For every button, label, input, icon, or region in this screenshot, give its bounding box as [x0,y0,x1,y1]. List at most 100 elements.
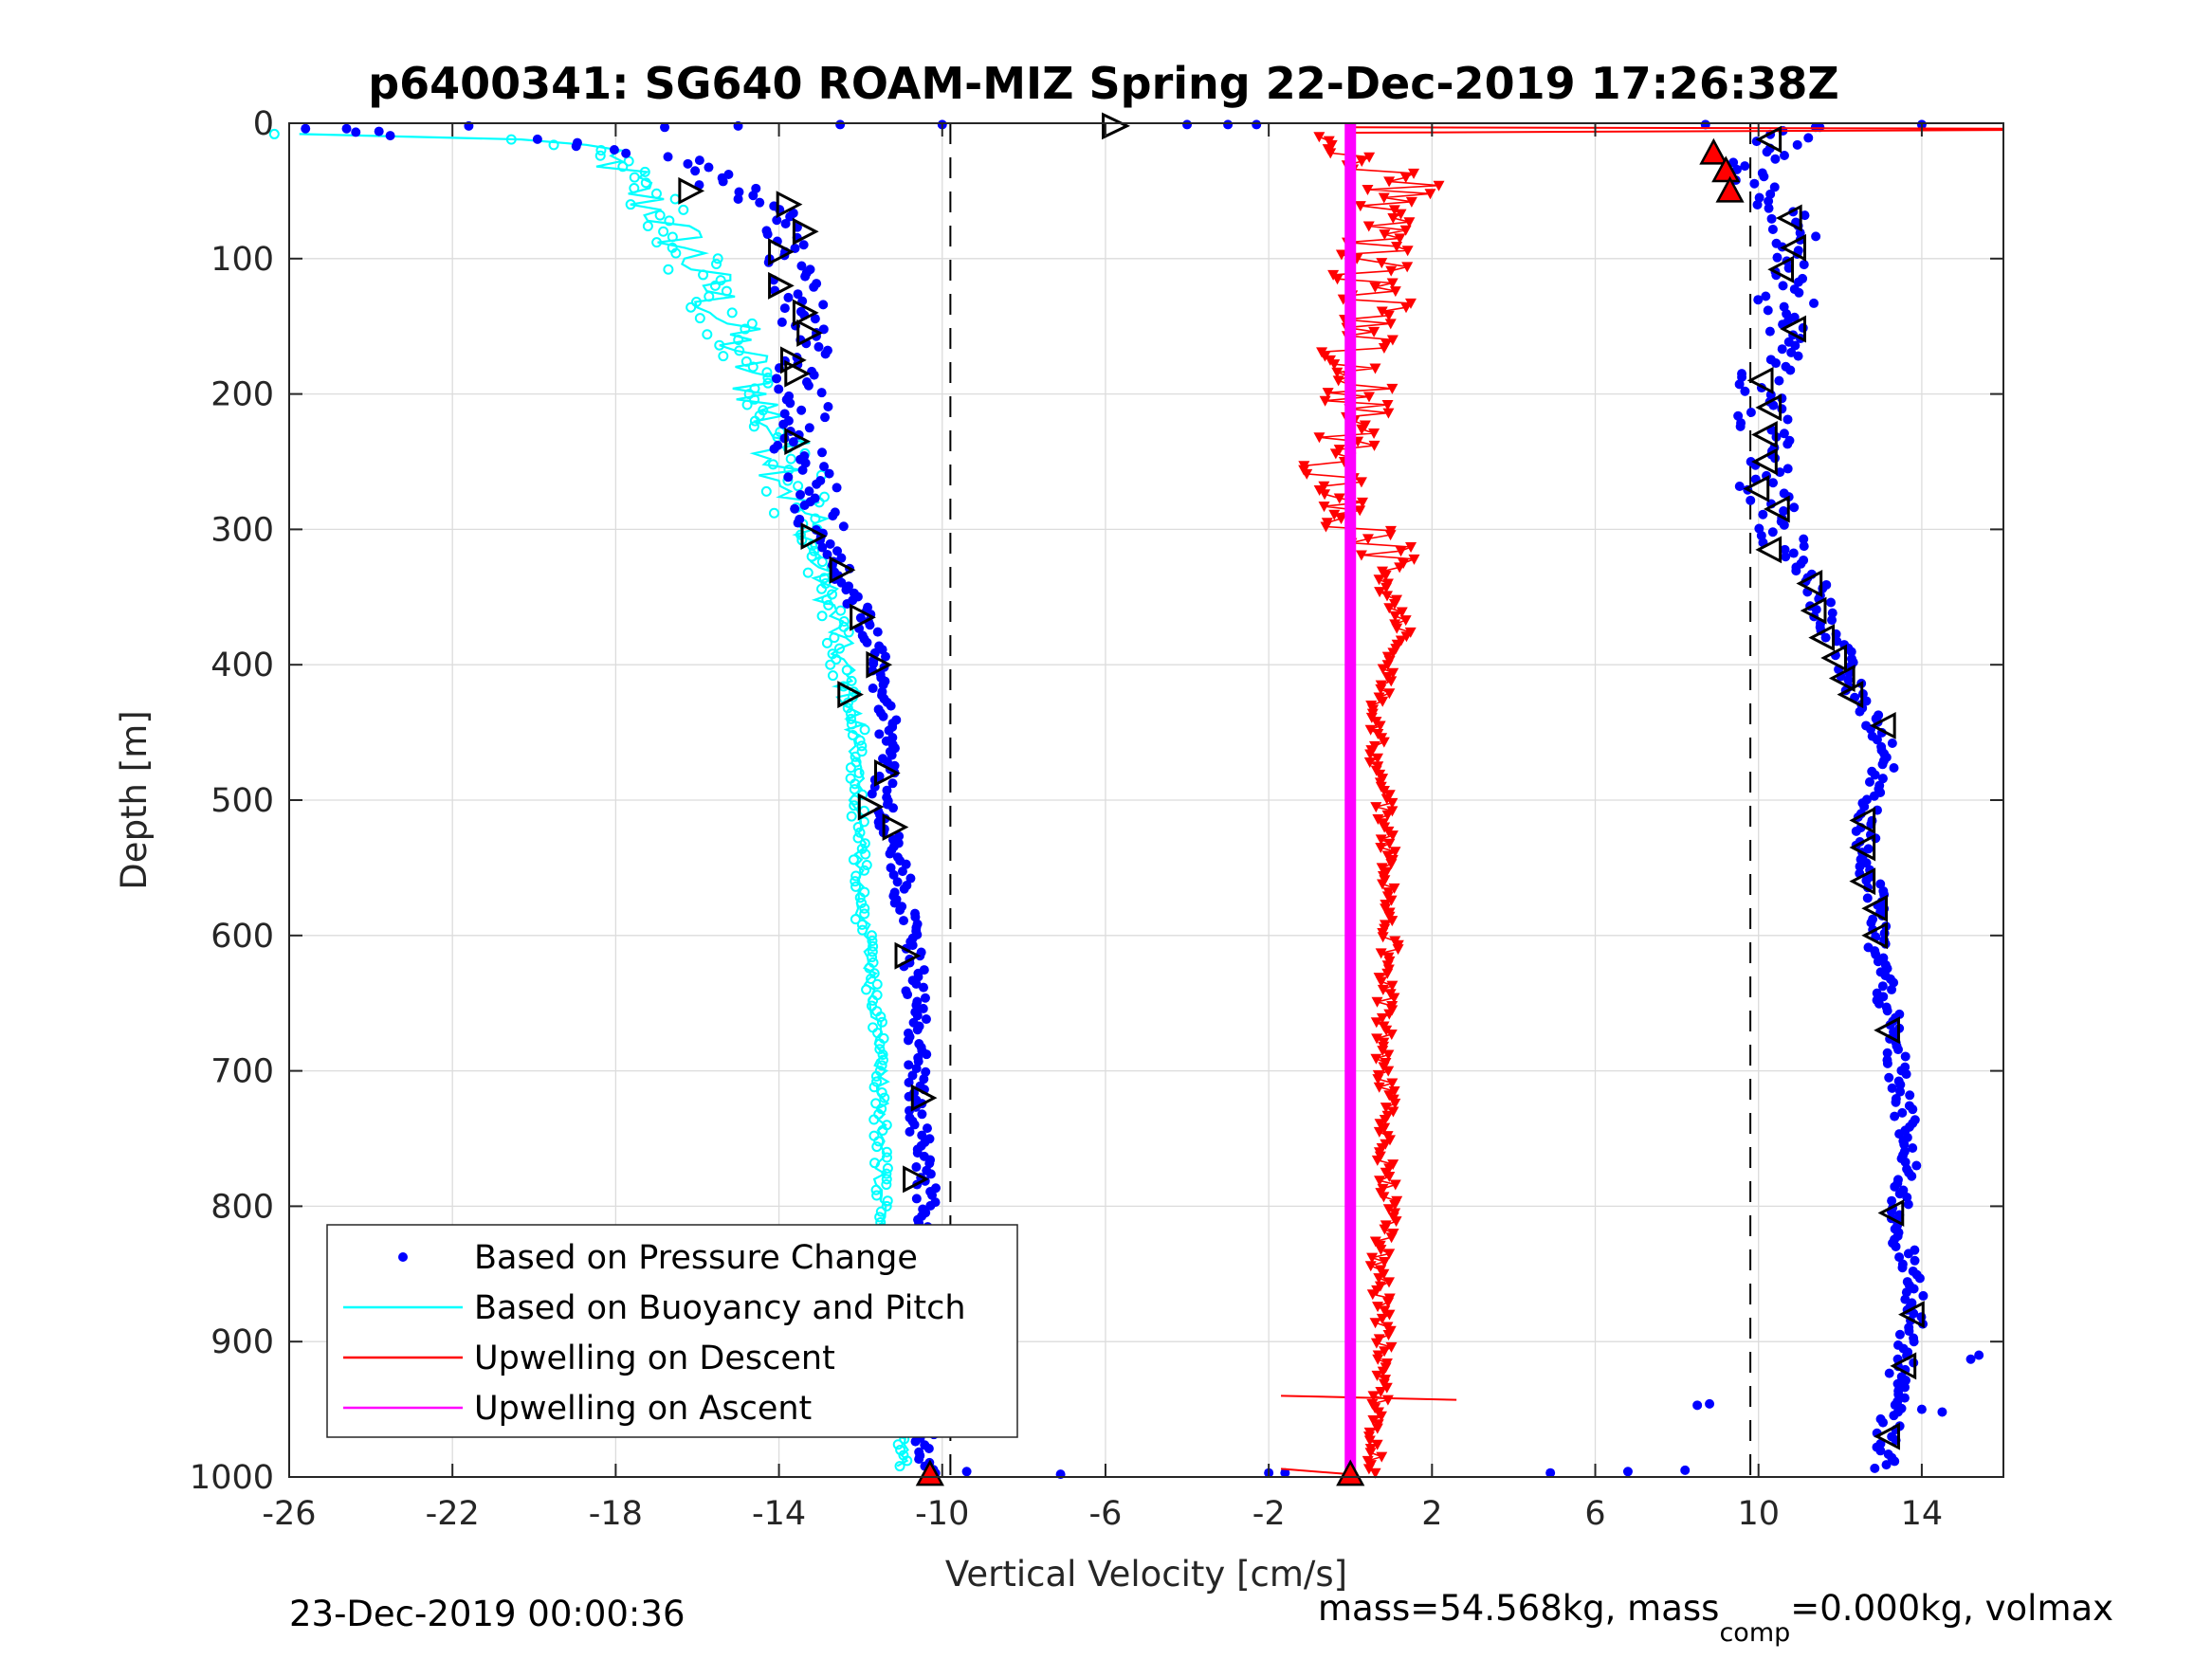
pressure-point-descent [796,405,807,415]
pressure-point-ascent [1799,260,1809,270]
upwelling-descent-marker [1391,241,1403,252]
ascent-marker [1861,921,1889,950]
upwelling-descent-marker [1369,363,1381,374]
buoyancy-pitch-point [654,210,666,221]
upwelling-descent-marker [1319,489,1331,501]
buoyancy-pitch-point [854,892,866,903]
footer-timestamp: 23-Dec-2019 00:00:36 [289,1594,685,1634]
pressure-point-descent [905,1126,915,1137]
upwelling-descent-marker [1382,1066,1395,1077]
pressure-point-ascent [1869,791,1879,801]
buoyancy-pitch-point [846,675,857,686]
x-tick-label: -6 [1088,1495,1122,1533]
pressure-point-outlier [1705,1398,1715,1409]
pressure-point-ascent [1907,1171,1917,1181]
pressure-point-descent [911,1194,922,1204]
buoyancy-pitch-point [867,936,878,947]
pressure-point-descent [817,542,828,553]
buoyancy-pitch-point [843,627,854,638]
upwelling-descent-marker [1375,976,1387,988]
pressure-point-ascent [1768,478,1779,488]
upwelling-descent-marker [1382,1330,1395,1341]
pressure-point-ascent [1908,1142,1918,1153]
pressure-point-descent [772,374,782,384]
pressure-point-descent [769,444,779,454]
upwelling-descent-marker [1378,737,1390,748]
upwelling-descent-spike [1350,126,2004,130]
buoyancy-pitch-point [827,670,838,682]
buoyancy-pitch-point [846,719,857,730]
upwelling-descent-marker [1389,611,1401,622]
buoyancy-pitch-point [850,914,861,925]
buoyancy-pitch-point [548,139,559,151]
pressure-point-descent [790,243,800,253]
buoyancy-pitch-point [868,1082,880,1093]
buoyancy-pitch-point [854,735,866,746]
pressure-point-ascent [1791,566,1801,576]
upwelling-descent-marker [1363,757,1376,769]
buoyancy-pitch-point [694,313,705,324]
buoyancy-pitch-point [859,724,870,736]
upwelling-descent-marker [1381,810,1394,821]
series-buoyancy-pitch [268,128,913,1472]
buoyancy-pitch-point [741,399,753,410]
ascent-marker [1775,204,1802,232]
upwelling-descent-marker [1386,335,1398,346]
pressure-point-descent [704,162,714,173]
buoyancy-pitch-point [852,832,864,844]
upwelling-descent-marker [1400,302,1413,314]
buoyancy-pitch-point [594,150,606,161]
upwelling-descent-spike [1281,1395,1457,1401]
descent-marker [829,556,856,584]
buoyancy-pitch-point [651,237,663,248]
pressure-point-descent [733,193,743,204]
pressure-point-descent [918,1003,928,1013]
upwelling-descent-marker [1386,383,1398,394]
ascent-marker [1755,125,1782,154]
buoyancy-pitch-point [733,334,744,345]
pressure-point-descent [772,215,782,226]
upwelling-descent-marker [1371,996,1383,1008]
pressure-point-ascent [1753,295,1764,305]
upwelling-descent-marker [1387,212,1399,224]
upwelling-descent-marker [1385,1232,1398,1244]
pressure-point-descent [874,729,885,739]
pressure-point-outlier [1280,1468,1290,1478]
footer-mass-info: mass=54.568kg, masscomp=0.000kg, volmax [1318,1588,2113,1648]
pressure-point-descent [748,191,759,201]
upwelling-descent-marker [1386,278,1398,289]
buoyancy-pitch-point [740,323,751,335]
pressure-point-descent [925,1200,936,1211]
upwelling-descent-marker [1378,192,1390,204]
x-axis: -26 -22 -18 -14 -10 -6 -2 2 6 10 14 [262,123,1943,1533]
pressure-point-descent [785,211,795,222]
pressure-point-ascent [1904,1326,1914,1337]
pressure-point-descent [886,701,896,711]
pressure-point-ascent [1911,1160,1922,1171]
upwelling-descent-spike [1350,129,2004,134]
upwelling-descent-marker [1313,132,1325,143]
buoyancy-pitch-point [760,485,772,497]
upwelling-descent-marker [1318,501,1330,513]
upwelling-descent-marker [1371,1370,1383,1381]
ascent-marker [1767,255,1795,283]
buoyancy-pitch-point [867,952,878,963]
upwelling-descent-marker [1369,282,1381,293]
buoyancy-pitch-point [810,513,821,524]
upwelling-descent-marker [1380,1382,1393,1394]
pressure-point-descent [812,479,822,489]
upwelling-descent-marker [1333,493,1345,504]
descent-marker [792,217,819,246]
upwelling-descent-marker [1379,1346,1391,1358]
legend: Based on Pressure Change Based on Buoyanc… [326,1224,1018,1438]
pressure-point-descent [790,503,800,514]
apogee-marker [1699,137,1728,165]
ascent-marker [1874,1016,1900,1045]
buoyancy-pitch-point [793,481,804,492]
upwelling-descent-marker [1388,993,1400,1004]
pressure-point-descent [755,197,765,208]
upwelling-descent-marker [1389,1179,1401,1191]
ascent-marker [1820,644,1848,672]
upwelling-descent-marker [1382,1049,1395,1061]
pressure-point-ascent [1887,1083,1897,1093]
